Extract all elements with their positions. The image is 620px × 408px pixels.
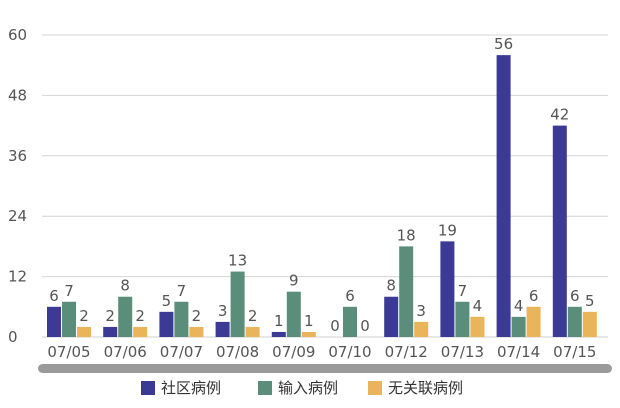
data-label: 2	[105, 307, 115, 325]
x-tick-label: 07/09	[272, 343, 315, 361]
bar	[245, 326, 260, 337]
data-label: 8	[386, 277, 396, 295]
bar	[414, 321, 429, 337]
legend-label: 输入病例	[278, 379, 338, 397]
x-axis: 07/05 07/06 07/07 07/08 07/09 07/10 07/12 07/13…	[47, 343, 596, 361]
x-tick-label: 07/15	[553, 343, 596, 361]
x-tick-label: 07/13	[441, 343, 484, 361]
bar	[567, 306, 582, 337]
data-label: 9	[289, 272, 299, 290]
data-label: 42	[550, 106, 569, 124]
y-axis: 0 12 24 36 48 60	[8, 26, 27, 346]
y-tick-label: 48	[8, 86, 27, 104]
x-tick-label: 07/06	[104, 343, 147, 361]
bar	[103, 326, 118, 337]
bar	[455, 301, 470, 337]
x-tick-label: 07/08	[216, 343, 259, 361]
data-label: 5	[585, 292, 595, 310]
bar	[343, 306, 357, 337]
bar	[526, 306, 541, 337]
horizontal-scrollbar[interactable]	[38, 364, 612, 373]
bar	[77, 326, 91, 337]
bar	[286, 291, 301, 337]
legend-swatch	[368, 381, 382, 395]
bar	[118, 296, 133, 337]
data-label: 6	[529, 287, 539, 305]
data-label: 2	[79, 307, 89, 325]
y-tick-label: 36	[8, 147, 27, 165]
x-tick-label: 07/07	[160, 343, 203, 361]
data-label: 0	[330, 317, 340, 335]
legend-label: 社区病例	[161, 379, 221, 397]
data-label: 6	[49, 287, 59, 305]
legend: 社区病例 输入病例 无关联病例	[141, 379, 463, 397]
data-label: 13	[228, 252, 247, 270]
bar	[271, 331, 286, 337]
bar	[440, 241, 455, 337]
bar	[133, 326, 148, 337]
data-label: 7	[458, 282, 468, 300]
y-tick-label: 60	[8, 26, 27, 44]
data-label: 2	[135, 307, 145, 325]
data-label: 3	[218, 302, 228, 320]
data-label: 7	[64, 282, 74, 300]
data-label: 19	[438, 221, 457, 239]
data-label: 2	[192, 307, 202, 325]
bar	[470, 316, 485, 337]
data-label: 18	[397, 226, 416, 244]
data-label: 7	[177, 282, 187, 300]
y-tick-label: 24	[8, 207, 27, 225]
bar	[496, 55, 511, 338]
bar	[215, 321, 230, 337]
bar	[174, 301, 189, 337]
data-label: 3	[416, 302, 426, 320]
bar	[582, 311, 597, 337]
data-label: 1	[304, 312, 314, 330]
x-tick-label: 07/14	[497, 343, 540, 361]
data-label: 5	[162, 292, 172, 310]
bar	[384, 296, 399, 337]
bar	[62, 301, 76, 337]
bars	[47, 55, 597, 338]
y-tick-label: 12	[8, 268, 27, 286]
data-label: 6	[345, 287, 355, 305]
x-tick-label: 07/05	[47, 343, 90, 361]
bar	[230, 271, 245, 337]
data-label: 8	[120, 277, 130, 295]
bar	[552, 125, 567, 337]
data-label: 2	[248, 307, 258, 325]
y-tick-label: 0	[8, 328, 18, 346]
x-tick-label: 07/10	[328, 343, 371, 361]
data-label: 6	[570, 287, 580, 305]
data-label: 4	[514, 297, 524, 315]
x-tick-label: 07/12	[385, 343, 428, 361]
legend-swatch	[258, 381, 272, 395]
legend-swatch	[141, 381, 155, 395]
bar	[511, 316, 526, 337]
data-label: 1	[274, 312, 284, 330]
bar	[159, 311, 174, 337]
data-label: 56	[494, 35, 513, 53]
bar	[301, 331, 316, 337]
bar	[47, 306, 61, 337]
data-label: 0	[360, 317, 370, 335]
data-label: 4	[473, 297, 483, 315]
bar	[189, 326, 204, 337]
bar	[399, 246, 414, 337]
legend-label: 无关联病例	[388, 379, 463, 397]
